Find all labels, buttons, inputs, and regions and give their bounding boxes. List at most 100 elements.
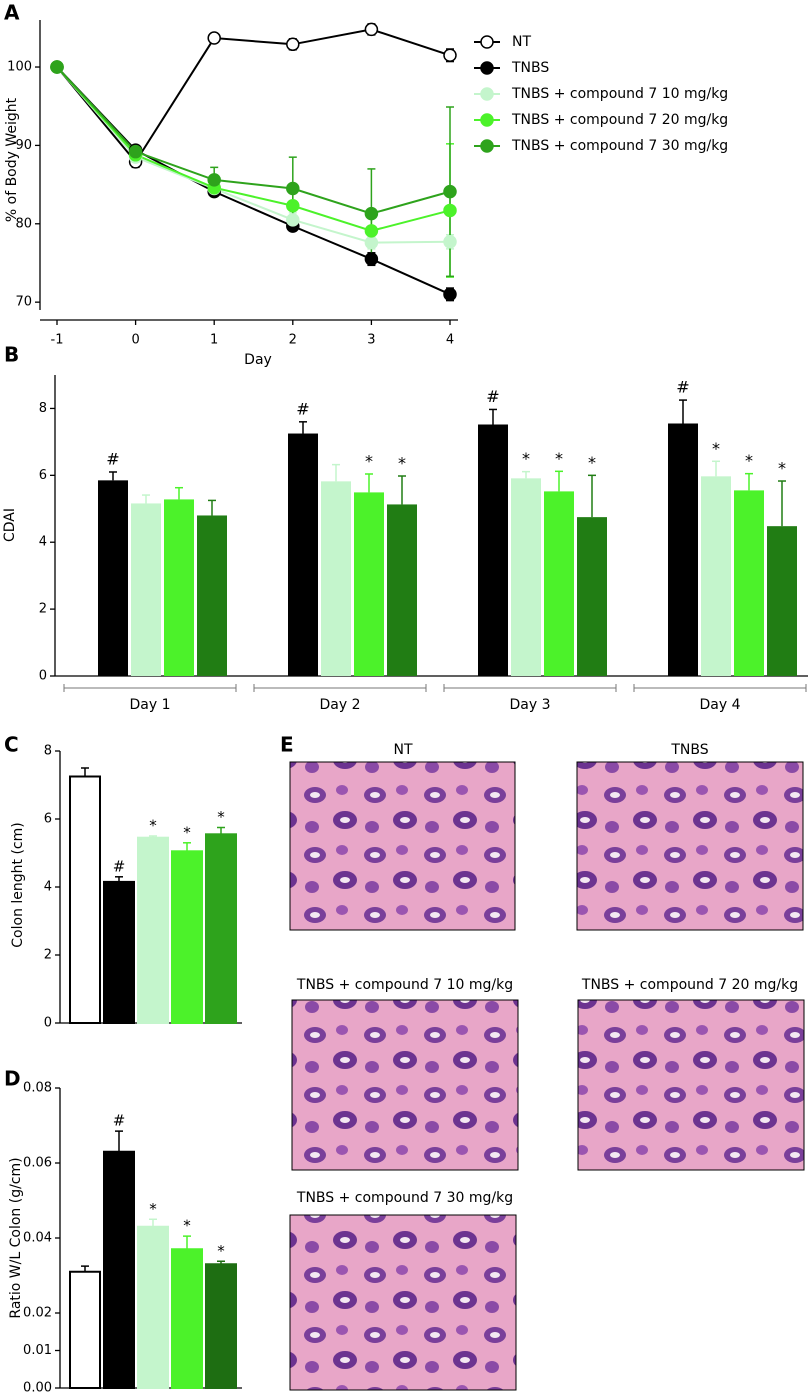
bar [734,490,764,676]
point [286,199,300,213]
legend-label: NT [512,34,531,50]
point [286,37,300,52]
y-tick-label: 0 [39,669,47,684]
bar [164,499,194,676]
bar [544,491,574,676]
bar [767,526,797,676]
panel-label: A [4,1,20,25]
bar [197,515,227,676]
significance-label: * [588,453,596,472]
bar [69,775,101,1024]
histology-image [289,761,516,931]
significance-label: * [745,451,753,470]
significance-label: * [712,439,720,458]
bar [137,1225,169,1389]
y-tick-label: 2 [39,602,47,617]
significance-label: * [149,817,157,835]
image-title: TNBS + compound 7 10 mg/kg [296,977,513,993]
bar [478,424,508,676]
series-line [56,66,451,232]
legend-label: TNBS + compound 7 30 mg/kg [511,138,728,154]
y-axis-label: % of Body Weight [4,97,20,222]
bar [387,504,417,676]
point [443,48,457,63]
series-line [56,66,451,296]
x-tick-label: 4 [446,333,454,348]
y-tick-label: 90 [15,138,32,153]
y-axis-label: CDAI [2,508,18,542]
point [443,287,457,302]
point [443,184,457,199]
image-title: NT [393,742,412,758]
x-tick-label: 3 [367,333,375,348]
histology-image [289,1214,517,1391]
histology-image [577,999,805,1171]
legend-marker [480,61,494,75]
significance-label: # [296,399,309,418]
bar [577,517,607,676]
bar [103,1150,135,1389]
bar [137,836,169,1025]
point [443,203,457,218]
bar [701,476,731,676]
bar [69,1270,101,1389]
significance-label: # [113,1112,126,1130]
bar [171,1248,203,1389]
bar [205,833,237,1024]
y-axis-label: Colon lenght (cm) [10,822,26,947]
point [364,206,379,221]
point [443,235,457,249]
panel-label: D [4,1067,21,1091]
legend-label: TNBS + compound 7 20 mg/kg [511,112,728,128]
point [50,60,64,74]
significance-label: * [149,1200,157,1218]
significance-label: * [778,459,786,478]
point [364,224,379,238]
y-tick-label: 8 [44,744,52,759]
significance-label: * [217,1242,225,1260]
bar [511,478,541,676]
series-line [56,66,451,244]
x-axis-label: Day [244,352,272,368]
point [364,252,379,266]
point [364,235,379,250]
significance-label: # [486,387,499,406]
y-tick-label: 8 [39,401,47,416]
image-title: TNBS [670,742,708,758]
y-tick-label: 0 [44,1016,52,1031]
significance-label: * [183,823,191,841]
image-title: TNBS + compound 7 30 mg/kg [296,1190,513,1206]
legend-marker [480,87,494,101]
point [207,31,221,45]
point [364,22,379,37]
point [286,181,300,196]
y-tick-label: 4 [44,880,52,895]
x-tick-label: 2 [289,333,297,348]
bar [98,480,128,676]
y-tick-label: 4 [39,535,47,550]
panel-label: B [4,343,19,367]
panel-label: C [4,733,19,757]
y-tick-label: 0.06 [23,1156,52,1171]
significance-label: * [555,449,563,468]
bar [321,481,351,676]
bar [668,423,698,676]
legend-marker [480,113,494,127]
legend-label: TNBS [511,60,549,76]
significance-label: * [522,449,530,468]
y-tick-label: 0.08 [23,1081,52,1096]
bar [171,850,203,1024]
point [128,144,143,159]
legend-marker [480,35,494,49]
x-tick-label: Day 3 [509,697,550,713]
histology-image [576,761,804,931]
y-tick-label: 80 [15,216,32,231]
bar [288,433,318,676]
significance-label: * [183,1217,191,1235]
series-line [56,28,451,164]
legend-label: TNBS + compound 7 10 mg/kg [511,86,728,102]
y-tick-label: 6 [44,812,52,827]
x-tick-label: Day 2 [319,697,360,713]
y-tick-label: 2 [44,948,52,963]
x-tick-label: 0 [131,333,139,348]
